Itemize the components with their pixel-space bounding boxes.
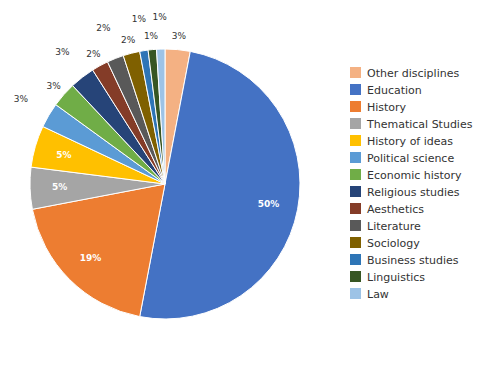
legend-label: Sociology — [367, 237, 420, 250]
legend-swatch — [350, 101, 361, 112]
legend-swatch — [350, 288, 361, 299]
data-label: 2% — [86, 49, 101, 59]
legend-label: History of ideas — [367, 135, 453, 148]
data-label: 2% — [96, 23, 111, 33]
data-label: 50% — [258, 199, 280, 209]
data-label: 3% — [14, 94, 29, 104]
data-label: 1% — [144, 31, 159, 41]
data-label: 1% — [132, 14, 147, 24]
legend-swatch — [350, 271, 361, 282]
chart: 3% 50% 19% 5% 5% 3% 3% 3% 2% 2% 2% 1% 1% 1% Other disc… — [0, 0, 500, 369]
data-label: 3% — [55, 47, 70, 57]
data-label: 3% — [46, 81, 61, 91]
legend-label: Religious studies — [367, 186, 460, 199]
legend-label: Business studies — [367, 254, 459, 267]
legend-swatch — [350, 118, 361, 129]
data-label: 3% — [172, 31, 187, 41]
legend-label: Law — [367, 288, 389, 301]
legend-swatch — [350, 220, 361, 231]
legend-label: History — [367, 101, 407, 114]
pie — [30, 49, 300, 319]
legend-swatch — [350, 203, 361, 214]
pie-slice — [157, 49, 165, 184]
legend-swatch — [350, 237, 361, 248]
legend-swatch — [350, 84, 361, 95]
legend-label: Linguistics — [367, 271, 425, 284]
legend-swatch — [350, 152, 361, 163]
legend-label: Other disciplines — [367, 67, 459, 80]
legend-swatch — [350, 254, 361, 265]
legend-label: Economic history — [367, 169, 462, 182]
legend-label: Aesthetics — [367, 203, 424, 216]
pie-slice — [148, 49, 165, 184]
data-label: 19% — [80, 253, 102, 263]
data-label: 5% — [52, 182, 67, 192]
data-labels: 3% 50% 19% 5% 5% 3% 3% 3% 2% 2% 2% 1% 1% 1% — [14, 12, 279, 264]
legend-swatch — [350, 186, 361, 197]
data-label: 1% — [153, 12, 168, 22]
legend-label: Thematical Studies — [366, 118, 473, 131]
legend: Other disciplines Education History Themati… — [350, 67, 473, 301]
legend-swatch — [350, 169, 361, 180]
legend-label: Education — [367, 84, 422, 97]
legend-swatch — [350, 135, 361, 146]
legend-label: Political science — [367, 152, 454, 165]
data-label: 2% — [121, 35, 136, 45]
data-label: 5% — [56, 150, 71, 160]
legend-swatch — [350, 67, 361, 78]
legend-label: Literature — [367, 220, 421, 233]
